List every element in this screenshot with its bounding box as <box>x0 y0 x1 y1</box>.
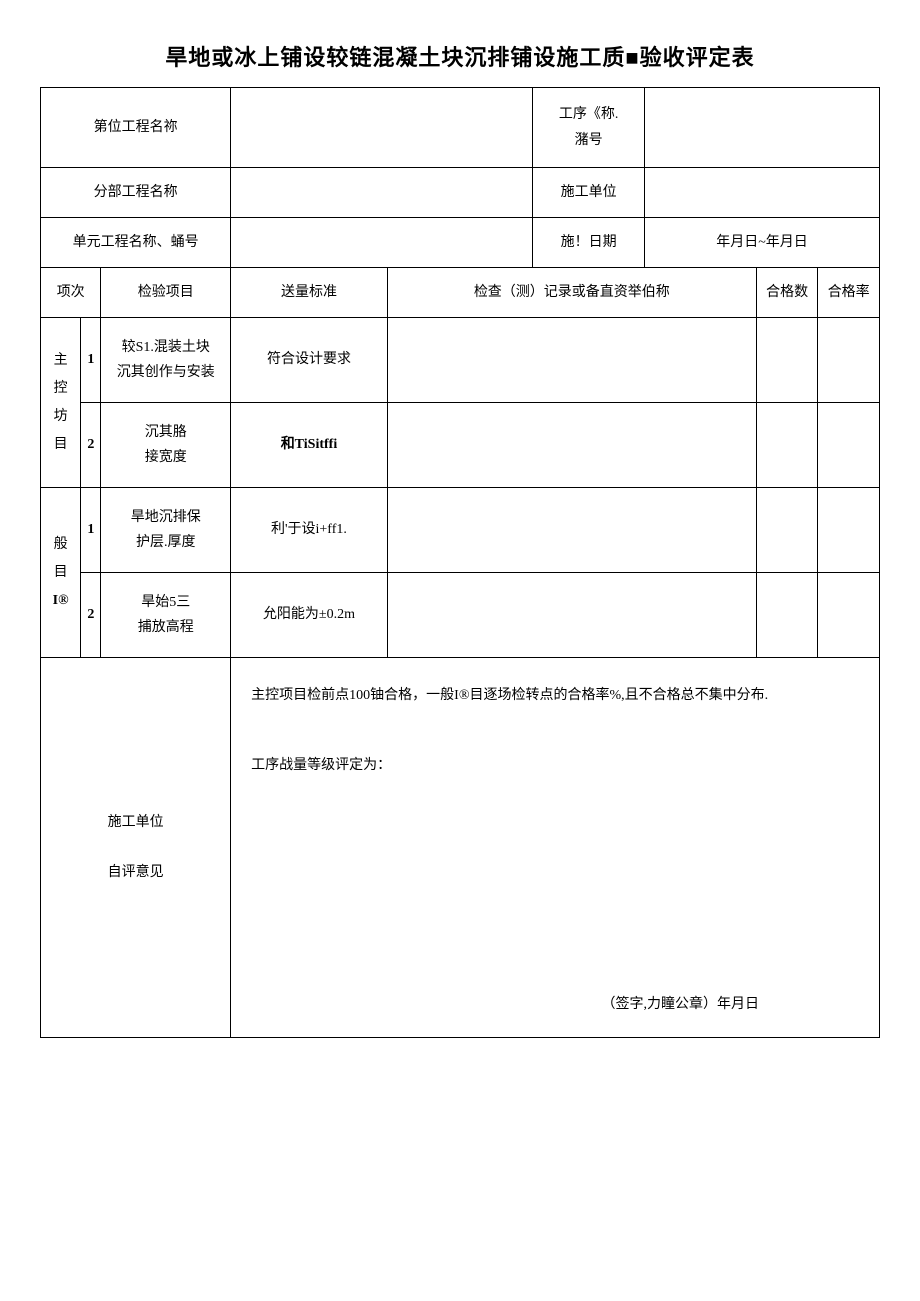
record-value <box>387 573 756 658</box>
page-title: 旱地或冰上铺设较链混凝土块沉排铺设施工质■验收评定表 <box>40 40 880 72</box>
inspection-item: 较S1.混装土块 沉其创作与安装 <box>101 318 231 403</box>
record-value <box>387 403 756 488</box>
opinion-content: 主控项目检前点100铀合格，一般I®目逐场检转点的合格率%,且不合格总不集中分布… <box>231 658 880 1038</box>
standard-value: 符合设计要求 <box>231 318 388 403</box>
standard-value: 和TiSitffi <box>231 403 388 488</box>
qualified-rate-value <box>818 488 880 573</box>
qualified-count-header: 合格数 <box>756 268 818 318</box>
construction-unit-label: 施工单位 <box>533 168 645 218</box>
qualified-count-value <box>756 488 818 573</box>
qualified-rate-value <box>818 573 880 658</box>
opinion-label: 施工单位 自评意见 <box>41 658 231 1038</box>
unit-project-label: 第位工程名祢 <box>41 88 231 168</box>
qualified-count-value <box>756 403 818 488</box>
construction-date-value: 年月日~年月日 <box>645 218 880 268</box>
qualified-count-value <box>756 573 818 658</box>
signature-line: （签字,力瞳公章）年月日 <box>602 992 760 1017</box>
unit-project-value <box>231 88 533 168</box>
process-name-value <box>645 88 880 168</box>
record-value <box>387 488 756 573</box>
process-name-label: 工序《称. 潴号 <box>533 88 645 168</box>
opinion-text-2: 工序战量等级评定为： <box>251 748 859 783</box>
evaluation-table: 第位工程名祢 工序《称. 潴号 分部工程名称 施工单位 单元工程名称、蛹号 施！… <box>40 87 880 1038</box>
element-project-label: 单元工程名称、蛹号 <box>41 218 231 268</box>
construction-date-label: 施！日期 <box>533 218 645 268</box>
general-category: 般 目 I® <box>41 488 81 658</box>
standard-header: 送量标准 <box>231 268 388 318</box>
qualified-rate-value <box>818 318 880 403</box>
element-project-value <box>231 218 533 268</box>
standard-value: 利'于设i+ff1. <box>231 488 388 573</box>
qualified-rate-value <box>818 403 880 488</box>
qualified-rate-header: 合格率 <box>818 268 880 318</box>
qualified-count-value <box>756 318 818 403</box>
inspection-item: 旱始5三 捕放高程 <box>101 573 231 658</box>
record-value <box>387 318 756 403</box>
row-num: 2 <box>81 403 101 488</box>
inspection-item: 沉其胳 接宽度 <box>101 403 231 488</box>
row-num: 2 <box>81 573 101 658</box>
sub-project-label: 分部工程名称 <box>41 168 231 218</box>
row-num: 1 <box>81 318 101 403</box>
row-num: 1 <box>81 488 101 573</box>
inspection-item: 旱地沉排保 护层.厚度 <box>101 488 231 573</box>
sub-project-value <box>231 168 533 218</box>
construction-unit-value <box>645 168 880 218</box>
record-header: 检查（测）记录或备直资举伯称 <box>387 268 756 318</box>
seq-header: 项次 <box>41 268 101 318</box>
opinion-text-1: 主控项目检前点100铀合格，一般I®目逐场检转点的合格率%,且不合格总不集中分布… <box>251 678 859 713</box>
inspection-item-header: 检验项目 <box>101 268 231 318</box>
main-control-category: 主 控 坊 目 <box>41 318 81 488</box>
standard-value: 允阳能为±0.2m <box>231 573 388 658</box>
